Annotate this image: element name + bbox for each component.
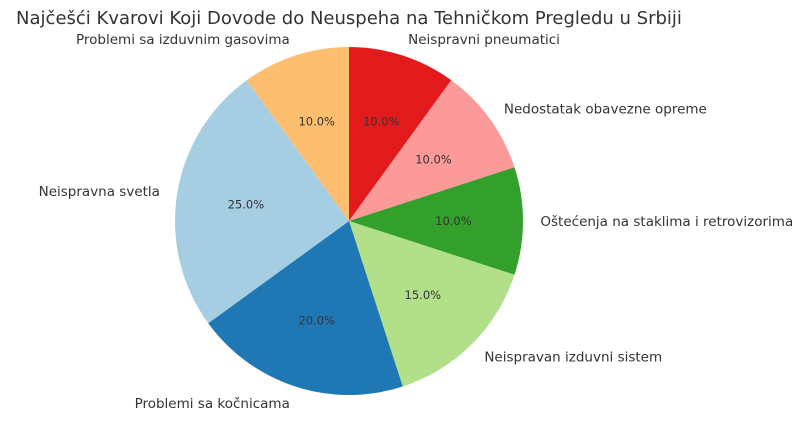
slice-category-label: Neispravan izduvni sistem — [484, 349, 662, 365]
pie-slice — [208, 221, 403, 395]
pie-slice — [349, 47, 452, 221]
slice-category-label: Oštećenja na staklima i retrovizorima — [540, 214, 793, 230]
slice-category-label: Nedostatak obavezne opreme — [504, 101, 707, 117]
pie-slices — [175, 47, 523, 395]
pie-slice — [349, 167, 523, 275]
slice-percent-label: 10.0% — [298, 115, 335, 129]
slice-percent-label: 15.0% — [405, 288, 442, 302]
slice-category-label: Problemi sa kočnicama — [135, 396, 290, 412]
pie-slice — [175, 80, 349, 324]
pie-slice — [246, 47, 349, 221]
pie-category-labels: Neispravni pneumatici Nedostatak obavezne… — [39, 32, 794, 412]
chart-title: Najčešći Kvarovi Koji Dovode do Neuspeha… — [16, 8, 682, 29]
slice-percent-label: 25.0% — [228, 198, 265, 212]
pie-slice — [349, 221, 515, 387]
pie-percent-labels: 10.0% 10.0% 10.0% 15.0% 20.0% 25.0% 10.0% — [228, 115, 472, 328]
slice-category-label: Problemi sa izduvnim gasovima — [76, 32, 290, 48]
slice-percent-label: 10.0% — [435, 214, 472, 228]
slice-category-label: Neispravna svetla — [39, 184, 160, 200]
slice-percent-label: 10.0% — [363, 115, 400, 129]
slice-percent-label: 10.0% — [415, 153, 452, 167]
slice-category-label: Neispravni pneumatici — [408, 32, 560, 48]
slice-percent-label: 20.0% — [298, 313, 335, 327]
pie-slice — [349, 80, 515, 221]
